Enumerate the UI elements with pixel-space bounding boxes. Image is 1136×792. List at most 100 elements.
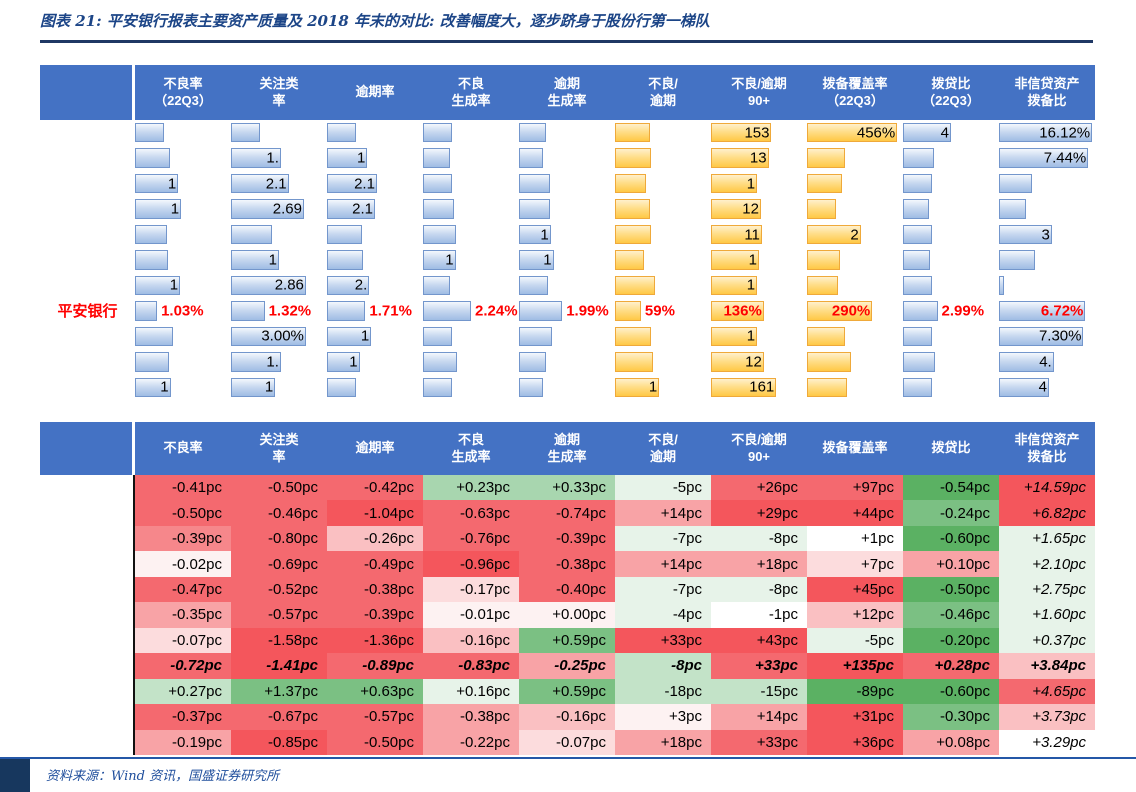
data-bar	[423, 352, 457, 372]
table-row: 平安银行 1.03% 1.32% 1.71% 2.24% 1.99% 59% 136% 290%…	[40, 298, 1095, 323]
data-bar	[999, 224, 1052, 245]
databar-cell	[231, 120, 327, 145]
databar-table-headers: 不良率 （22Q3） 关注类 率 逾期率 不良 生成率 逾期 生成率 不良/ 逾期 不良/逾…	[135, 65, 1095, 120]
databar-cell	[423, 171, 519, 196]
databar-cell	[807, 349, 903, 374]
databar-cell	[807, 247, 903, 272]
databar-cell	[807, 324, 903, 349]
databar-cell: 1	[135, 375, 231, 400]
data-bar	[615, 377, 660, 397]
heatmap-cell: +26pc	[711, 475, 807, 501]
heatmap-cell: +31pc	[807, 704, 903, 730]
databar-cell: 4	[903, 120, 999, 145]
data-bar	[327, 275, 370, 296]
heatmap-cell: +6.82pc	[999, 500, 1095, 526]
data-bar	[231, 326, 306, 347]
bar-value: 1	[349, 353, 358, 371]
heatmap-cell: -0.26pc	[327, 525, 423, 552]
table-row: -0.47pc -0.52pc -0.38pc -0.17pc -0.40pc -7pc -…	[40, 576, 1095, 603]
table-row: -0.19pc -0.85pc -0.50pc -0.22pc -0.07pc +18pc…	[40, 729, 1095, 755]
bar-value: 12	[742, 200, 759, 218]
bar-value: 153	[744, 124, 770, 142]
data-bar	[423, 199, 454, 219]
data-bar	[999, 173, 1032, 194]
bar-value: 2	[850, 226, 859, 244]
data-bar	[327, 352, 360, 372]
heatmap-cell: +0.59pc	[519, 627, 615, 654]
heatmap-cell: -0.19pc	[135, 729, 231, 755]
heatmap-cell: -0.83pc	[423, 653, 519, 679]
source-note: 资料来源：Wind 资讯，国盛证券研究所	[46, 769, 280, 784]
header-label-cell	[40, 65, 135, 120]
row-label	[40, 375, 135, 400]
data-bar	[519, 224, 551, 245]
databar-cell: 1	[711, 247, 807, 272]
databar-cell: 2.69	[231, 196, 327, 221]
data-bar	[999, 199, 1026, 219]
heatmap-cell: -0.20pc	[903, 627, 999, 654]
heatmap-cell: +0.33pc	[519, 475, 615, 501]
heatmap-cell: +0.59pc	[519, 678, 615, 705]
bar-value: 1.	[266, 149, 279, 167]
heatmap-table-headers: 不良率 关注类 率 逾期率 不良 生成率 逾期 生成率 不良/ 逾期 不良/逾期 90+ 拨备…	[135, 422, 1095, 475]
heatmap-cell: -5pc	[615, 475, 711, 501]
databar-cell	[903, 375, 999, 400]
heatmap-cell: -0.38pc	[327, 576, 423, 603]
databar-cell	[903, 196, 999, 221]
heatmap-cell: +135pc	[807, 653, 903, 679]
data-bar	[711, 224, 762, 245]
databar-cell: 3.00%	[231, 324, 327, 349]
heatmap-cell: +12pc	[807, 602, 903, 628]
databar-cell	[135, 349, 231, 374]
table-row: -0.02pc -0.69pc -0.49pc -0.96pc -0.38pc +14pc…	[40, 551, 1095, 577]
data-bar	[807, 123, 898, 143]
databar-cell	[519, 171, 615, 196]
databar-cell: 161	[711, 375, 807, 400]
data-bar	[615, 275, 656, 296]
databar-cell: 2.24%	[423, 298, 519, 323]
data-bar	[327, 301, 366, 321]
bar-value: 1.99%	[566, 302, 609, 320]
bar-value: 59%	[644, 302, 675, 320]
heatmap-cell: -0.46pc	[231, 500, 327, 526]
table-row: 1. 1 13 7.44%	[40, 145, 1095, 170]
bar-value: 161	[749, 378, 775, 396]
databar-cell: 1	[615, 375, 711, 400]
bar-value: 1	[360, 327, 370, 345]
databar-cell	[423, 120, 519, 145]
row-label: 平安银行	[57, 303, 118, 321]
heatmap-cell: -1.04pc	[327, 500, 423, 526]
data-bar	[999, 148, 1089, 168]
databar-cell	[807, 145, 903, 170]
databar-cell	[807, 171, 903, 196]
data-bar	[711, 377, 777, 397]
data-bar	[807, 148, 846, 168]
data-bar	[135, 199, 182, 219]
bar-value: 1.71%	[369, 302, 412, 320]
databar-cell	[423, 324, 519, 349]
databar-cell: 1.99%	[519, 298, 615, 323]
heatmap-cell: -0.74pc	[519, 500, 615, 526]
table-row: -0.50pc -0.46pc -1.04pc -0.63pc -0.74pc +14pc…	[40, 500, 1095, 526]
bar-value: 11	[744, 226, 760, 244]
column-header: 不良/逾期 90+	[731, 432, 787, 464]
heatmap-cell: +1.65pc	[999, 525, 1095, 552]
heatmap-cell: -0.39pc	[135, 525, 231, 552]
data-bar	[519, 275, 548, 296]
row-label	[40, 196, 135, 221]
row-label	[40, 273, 135, 298]
data-bar	[903, 326, 932, 347]
heatmap-cell: -0.54pc	[903, 475, 999, 501]
heatmap-cell: -0.57pc	[231, 602, 327, 628]
data-bar	[999, 301, 1086, 321]
databar-cell: 13	[711, 145, 807, 170]
heatmap-cell: -4pc	[615, 602, 711, 628]
databar-cell	[519, 324, 615, 349]
heatmap-cell: -0.40pc	[519, 576, 615, 603]
databar-cell: 456%	[807, 120, 903, 145]
heatmap-cell: +0.00pc	[519, 602, 615, 628]
heatmap-cell: -0.96pc	[423, 551, 519, 577]
data-bar	[903, 123, 951, 143]
heatmap-cell: -0.46pc	[903, 602, 999, 628]
databar-cell	[903, 273, 999, 298]
